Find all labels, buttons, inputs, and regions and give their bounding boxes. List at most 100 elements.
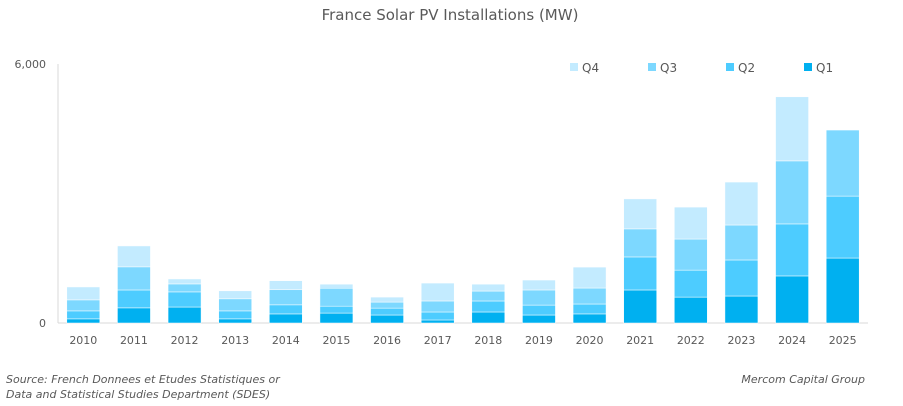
bar-segment-q1	[572, 313, 607, 324]
bar-segment-q1	[167, 306, 202, 324]
bar-segment-q4	[66, 286, 101, 301]
bar-segment-q2	[825, 195, 860, 259]
x-tick-label: 2022	[677, 334, 705, 347]
credit-note: Mercom Capital Group	[741, 373, 865, 386]
bar-segment-q2	[724, 259, 759, 297]
bar-segment-q3	[117, 266, 151, 291]
x-tick-label: 2015	[322, 334, 350, 347]
bar-segment-q3	[775, 160, 809, 225]
bar-segment-q2	[117, 289, 151, 309]
y-tick-label: 6,000	[15, 58, 47, 71]
bar-stack-2011	[117, 245, 151, 324]
bar-segment-q2	[572, 303, 607, 315]
bar-stack-2021	[623, 198, 657, 324]
x-tick-label: 2013	[221, 334, 249, 347]
bar-segment-q1	[319, 312, 354, 324]
bar-segment-q2	[522, 304, 556, 316]
bar-segment-q2	[471, 300, 506, 313]
bars	[66, 96, 860, 324]
bar-segment-q1	[775, 275, 809, 324]
bar-stack-2025	[825, 129, 860, 324]
bar-segment-q4	[471, 283, 506, 292]
bar-segment-q3	[724, 224, 759, 261]
bar-segment-q4	[269, 280, 303, 291]
bar-segment-q1	[674, 296, 708, 324]
bar-stack-2014	[269, 280, 303, 324]
x-tick-label: 2012	[171, 334, 199, 347]
bar-segment-q3	[370, 301, 404, 309]
bar-stack-2020	[572, 266, 607, 324]
bar-stack-2013	[218, 290, 252, 324]
y-axis: 0 6,000	[15, 58, 59, 330]
x-tick-label: 2017	[424, 334, 452, 347]
bar-segment-q1	[724, 295, 759, 324]
bar-segment-q2	[319, 305, 354, 314]
bar-segment-q4	[522, 279, 556, 291]
bar-segment-q1	[218, 318, 252, 324]
bar-stack-2024	[775, 96, 809, 324]
bar-segment-q2	[167, 291, 202, 308]
bar-segment-q2	[420, 311, 455, 321]
bar-segment-q2	[674, 269, 708, 298]
bar-segment-q2	[218, 310, 252, 320]
x-tick-label: 2014	[272, 334, 300, 347]
x-tick-label: 2024	[778, 334, 806, 347]
x-tick-label: 2011	[120, 334, 148, 347]
bar-segment-q4	[370, 296, 404, 303]
legend-swatch	[570, 63, 578, 71]
bar-segment-q3	[269, 289, 303, 306]
bar-segment-q3	[674, 238, 708, 271]
x-tick-label: 2020	[576, 334, 604, 347]
bar-segment-q4	[623, 198, 657, 230]
source-line-1: Source: French Donnees et Etudes Statist…	[6, 373, 280, 386]
chart-title: France Solar PV Installations (MW)	[322, 6, 579, 24]
bar-stack-2016	[370, 296, 404, 324]
legend-swatch	[804, 63, 812, 71]
bar-segment-q4	[319, 283, 354, 289]
x-tick-label: 2023	[727, 334, 755, 347]
bar-segment-q4	[674, 206, 708, 240]
bar-segment-q1	[825, 257, 860, 324]
legend-label: Q3	[660, 61, 677, 75]
bar-segment-q1	[370, 314, 404, 324]
bar-segment-q4	[775, 96, 809, 162]
bar-segment-q3	[167, 283, 202, 293]
bar-segment-q1	[269, 313, 303, 324]
bar-segment-q4	[724, 181, 759, 226]
legend: Q4 Q3 Q2 Q1	[570, 61, 833, 75]
x-axis: 2010 2011 2012 2013 2014 2015 2016 2017 2018 2019…	[58, 322, 868, 347]
bar-stack-2019	[522, 279, 556, 324]
bar-segment-q3	[319, 288, 354, 307]
legend-label: Q2	[738, 61, 755, 75]
bar-segment-q1	[420, 319, 455, 324]
bar-segment-q3	[471, 290, 506, 302]
source-line-2: Data and Statistical Studies Department …	[6, 388, 271, 401]
bar-segment-q4	[572, 266, 607, 289]
bar-segment-q3	[623, 228, 657, 258]
bar-segment-q4	[420, 282, 455, 302]
legend-item-q4: Q4	[570, 61, 599, 75]
bar-stack-2012	[167, 278, 202, 324]
bar-stack-2023	[724, 181, 759, 324]
x-tick-label: 2010	[69, 334, 97, 347]
bar-segment-q2	[775, 223, 809, 277]
bar-segment-q1	[66, 318, 101, 324]
source-note: Source: French Donnees et Etudes Statist…	[6, 372, 280, 402]
bar-segment-q1	[522, 314, 556, 324]
legend-item-q2: Q2	[726, 61, 755, 75]
bar-segment-q2	[269, 304, 303, 315]
legend-label: Q1	[816, 61, 833, 75]
bar-segment-q4	[117, 245, 151, 268]
x-tick-label: 2021	[626, 334, 654, 347]
y-tick-label: 0	[39, 317, 46, 330]
bar-segment-q3	[825, 129, 860, 197]
bar-stack-2010	[66, 286, 101, 324]
bar-stack-2022	[674, 206, 708, 324]
bar-stack-2017	[420, 282, 455, 324]
bar-segment-q1	[117, 307, 151, 324]
legend-swatch	[726, 63, 734, 71]
bar-segment-q2	[66, 310, 101, 320]
bar-segment-q2	[623, 256, 657, 291]
bar-segment-q1	[471, 311, 506, 324]
bar-segment-q3	[66, 299, 101, 312]
